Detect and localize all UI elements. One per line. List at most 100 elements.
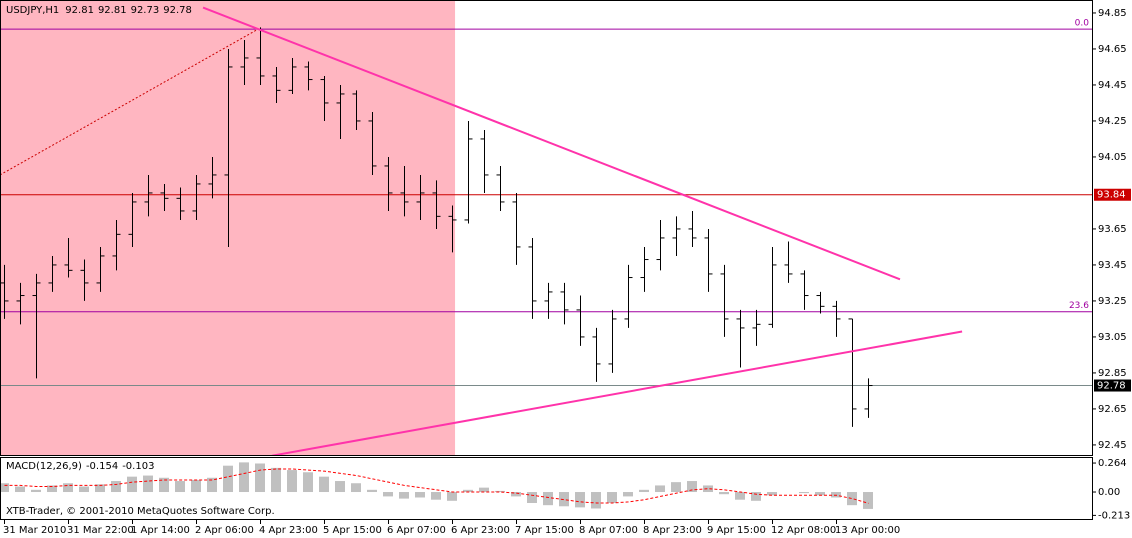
x-tick-label: 31 Mar 2010 [3, 525, 66, 536]
macd-bar [479, 487, 489, 493]
y-tick-label: 93.25 [1098, 296, 1127, 307]
close-price: 92.78 [163, 5, 192, 16]
macd-bar [527, 492, 537, 503]
trendline [202, 6, 901, 281]
macd-y-tick-label: 0.264 [1098, 458, 1127, 469]
macd-bar [191, 479, 201, 493]
macd-bar [111, 481, 121, 493]
macd-bar [175, 481, 185, 493]
y-tick-label: 94.85 [1098, 8, 1127, 19]
macd-bar [703, 485, 713, 493]
macd-bar [559, 492, 569, 507]
high-price: 92.81 [98, 5, 127, 16]
macd-bar [687, 481, 697, 493]
price-frame [0, 0, 1093, 456]
macd-bar [239, 462, 249, 493]
macd-bar [799, 492, 809, 494]
macd-bar [495, 490, 505, 493]
macd-y-tick-label: -0.213 [1098, 510, 1130, 521]
x-tick-label: 12 Apr 08:00 [771, 525, 836, 536]
copyright: XTB-Trader, © 2001-2010 MetaQuotes Softw… [6, 506, 275, 517]
macd-title: MACD(12,26,9) [6, 461, 82, 472]
price-label: 93.84 [1097, 190, 1126, 201]
macd-bar [303, 472, 313, 493]
macd-bar [639, 489, 649, 493]
x-tick-label: 8 Apr 23:00 [643, 525, 702, 536]
macd-bar [207, 477, 217, 493]
signal-value: -0.103 [122, 461, 154, 472]
price-label-box [1094, 379, 1131, 392]
macd-bar [1, 483, 9, 493]
x-tick-label: 7 Apr 15:00 [515, 525, 574, 536]
macd-bar [47, 485, 57, 493]
macd-bar [367, 489, 377, 493]
y-tick-label: 92.65 [1098, 404, 1127, 415]
macd-bar [159, 477, 169, 493]
y-tick-label: 94.65 [1098, 44, 1127, 55]
y-tick-label: 94.25 [1098, 116, 1127, 127]
x-tick-label: 1 Apr 14:00 [131, 525, 190, 536]
macd-label: MACD(12,26,9) -0.154 -0.103 [6, 461, 154, 472]
price-panel [1, 1, 1092, 455]
x-tick-label: 4 Apr 23:00 [259, 525, 318, 536]
macd-bar [351, 483, 361, 493]
chart-header: USDJPY,H1 92.81 92.81 92.73 92.78 [6, 5, 192, 16]
macd-bar [735, 492, 745, 500]
macd-bar [79, 486, 89, 493]
x-tick-label: 31 Mar 22:00 [67, 525, 134, 536]
macd-y-tick-label: 0.00 [1098, 487, 1120, 498]
x-tick-label: 8 Apr 07:00 [579, 525, 638, 536]
macd-bar [383, 492, 393, 497]
price-label-box [1094, 188, 1131, 201]
macd-bar [751, 492, 761, 501]
macd-bar [863, 492, 873, 509]
macd-bar [399, 492, 409, 499]
symbol: USDJPY,H1 [6, 5, 59, 16]
signal-line [4, 468, 869, 504]
y-tick-label: 93.05 [1098, 332, 1127, 343]
macd-bar [335, 481, 345, 493]
x-tick-label: 9 Apr 15:00 [707, 525, 766, 536]
trendline [271, 330, 963, 455]
macd-panel [1, 462, 873, 509]
macd-frame [0, 457, 1093, 520]
y-tick-label: 94.05 [1098, 152, 1127, 163]
macd-bar [143, 475, 153, 493]
macd-bar [463, 489, 473, 493]
macd-bar [319, 476, 329, 493]
macd-bar [591, 492, 601, 509]
macd-bar [543, 492, 553, 506]
x-tick-label: 13 Apr 00:00 [835, 525, 900, 536]
macd-bar [831, 492, 841, 498]
price-label: 92.78 [1097, 381, 1126, 392]
macd-bar [671, 482, 681, 493]
fibo-level-label: 23.6 [1069, 301, 1089, 311]
y-tick-label: 93.45 [1098, 260, 1127, 271]
macd-bar [623, 492, 633, 497]
macd-bar [719, 492, 729, 495]
x-tick-label: 5 Apr 15:00 [323, 525, 382, 536]
x-tick-label: 6 Apr 07:00 [387, 525, 446, 536]
macd-bar [127, 476, 137, 493]
y-tick-label: 92.45 [1098, 440, 1127, 451]
macd-bar [431, 492, 441, 500]
macd-bar [847, 492, 857, 506]
macd-bar [575, 492, 585, 508]
macd-value: -0.154 [86, 461, 118, 472]
x-tick-label: 6 Apr 23:00 [451, 525, 510, 536]
y-tick-label: 92.85 [1098, 368, 1127, 379]
low-price: 92.73 [131, 5, 160, 16]
x-tick-label: 2 Apr 06:00 [195, 525, 254, 536]
macd-bar [15, 486, 25, 493]
macd-bar [415, 492, 425, 498]
fibo-level-label: 0.0 [1075, 19, 1090, 29]
macd-bar [815, 492, 825, 496]
fibo-line [1, 28, 259, 175]
overlay: 0.0 23.6 94.85 94.65 94.45 94.25 94.05 93.65 93.… [3, 8, 1131, 536]
macd-bar [223, 465, 233, 493]
macd-bar [511, 492, 521, 497]
macd-bar [31, 489, 41, 493]
y-tick-label: 93.65 [1098, 224, 1127, 235]
y-tick-label: 94.45 [1098, 80, 1127, 91]
